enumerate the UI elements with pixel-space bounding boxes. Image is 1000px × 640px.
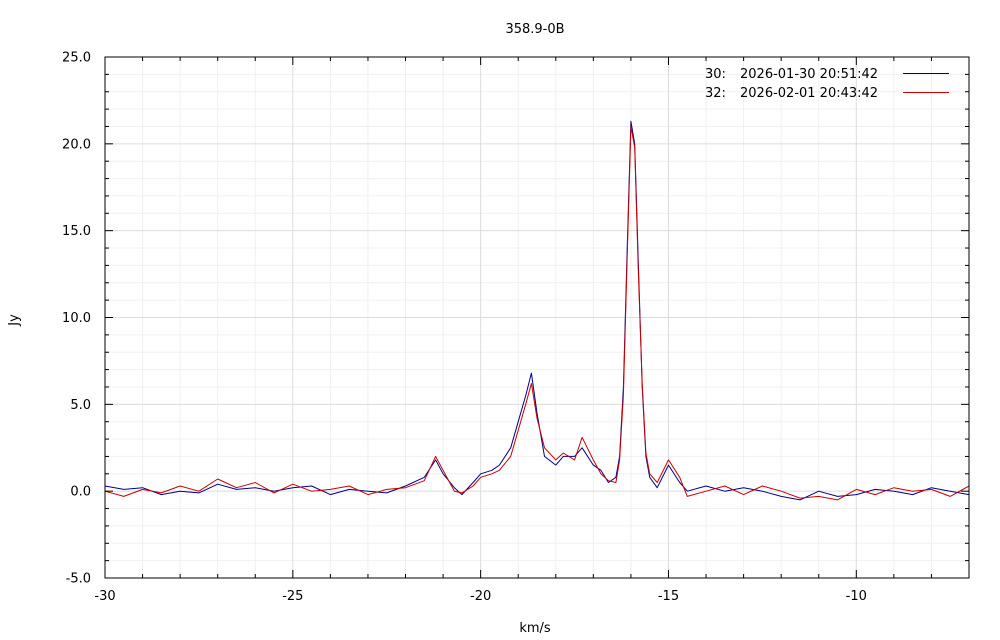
y-tick-label: 10.0 xyxy=(62,311,91,326)
chart-title: 358.9-0B xyxy=(505,22,564,37)
x-tick-label: -10 xyxy=(846,589,867,604)
legend-series-0-timestamp: 2026-01-30 20:51:42 xyxy=(740,67,878,82)
y-tick-label: 0.0 xyxy=(70,485,91,500)
legend-series-1-name: 32: xyxy=(705,86,726,101)
y-axis-label: Jy xyxy=(7,314,22,327)
x-tick-label: -30 xyxy=(94,589,115,604)
x-tick-label: -15 xyxy=(658,589,679,604)
y-tick-label: 25.0 xyxy=(62,51,91,66)
x-axis-label: km/s xyxy=(519,621,551,636)
y-tick-label: 5.0 xyxy=(70,398,91,413)
series-line-1 xyxy=(104,126,970,501)
x-tick-label: -20 xyxy=(470,589,491,604)
ticks xyxy=(104,56,970,579)
y-tick-label: 20.0 xyxy=(62,137,91,152)
x-tick-label: -25 xyxy=(282,589,303,604)
y-tick-label: 15.0 xyxy=(62,224,91,239)
legend-series-0-name: 30: xyxy=(705,67,726,82)
tick-labels: -30 -25 -20 -15 -10 -5.0 0.0 5.0 10.0 15.0 20.0 25.… xyxy=(62,51,867,605)
legend-series-1-timestamp: 2026-02-01 20:43:42 xyxy=(740,86,878,101)
legend: 30: 2026-01-30 20:51:42 32: 2026-02-01 2… xyxy=(705,67,949,101)
y-tick-label: -5.0 xyxy=(66,572,91,587)
series-layer xyxy=(104,120,970,501)
